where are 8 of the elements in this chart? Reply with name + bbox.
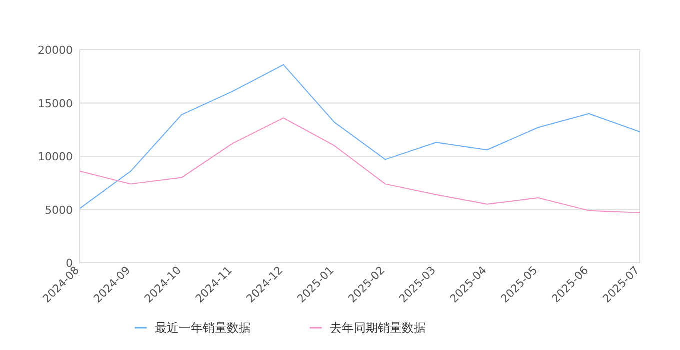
y-tick-label: 10000 — [38, 150, 73, 164]
legend-label: 最近一年销量数据 — [155, 321, 251, 335]
line-series — [80, 64, 640, 210]
y-tick-label: 20000 — [38, 44, 73, 57]
y-tick-label: 15000 — [38, 97, 73, 110]
y-tick-label: 5000 — [45, 204, 73, 217]
legend-label: 去年同期销量数据 — [330, 321, 426, 335]
line-series — [80, 118, 640, 214]
